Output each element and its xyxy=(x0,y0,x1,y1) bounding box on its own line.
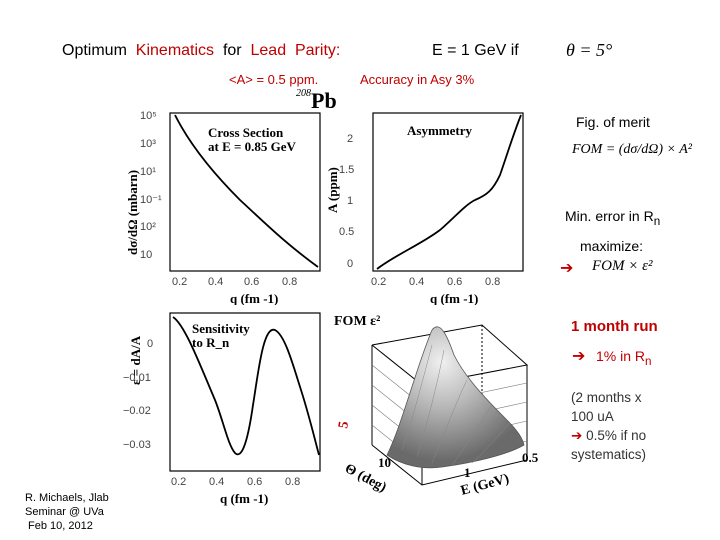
sensitivity-ytick-2: −0.02 xyxy=(123,405,151,417)
asymmetry-value: <A> = 0.5 ppm. xyxy=(229,72,319,87)
asymmetry-ytick-4: 0 xyxy=(347,258,353,270)
fom-3d-theta-tick-5: 5 xyxy=(336,420,352,429)
maximize-label: maximize: xyxy=(580,238,644,254)
two-months-note: (2 months x 100 uA ➔ 0.5% if no systemat… xyxy=(571,388,646,464)
fom-3d-surface xyxy=(386,326,525,469)
cross-section-plot: 10⁵ 10³ 10¹ 10⁻¹ 10² 10 0.2 0.4 0.6 0.8 … xyxy=(125,110,321,305)
cross-section-frame xyxy=(169,112,321,272)
footer-line3: Feb 10, 2012 xyxy=(28,520,93,532)
asymmetry-ytick-3: 0.5 xyxy=(339,226,354,238)
month-run-label: 1 month run xyxy=(571,318,658,335)
nucleus-label: 208Pb xyxy=(296,88,337,114)
asymmetry-title: Asymmetry xyxy=(407,123,472,138)
two-months-line1: (2 months x xyxy=(571,390,642,405)
asymmetry-plot: 2 1.5 1 0.5 0 0.2 0.4 0.6 0.8 Asymmetry … xyxy=(325,112,524,305)
cross-section-ytick-3: 10⁻¹ xyxy=(140,194,162,206)
cross-section-title2: at E = 0.85 GeV xyxy=(208,139,297,154)
one-percent-sub: n xyxy=(645,354,652,368)
sensitivity-xtick-3: 0.8 xyxy=(285,476,300,488)
two-months-line2: 100 uA xyxy=(571,409,614,424)
asymmetry-ytick-1: 1.5 xyxy=(339,164,354,176)
title-word-optimum: Optimum xyxy=(62,42,127,59)
asymmetry-curve xyxy=(376,114,522,270)
fom-3d-mesh xyxy=(401,344,511,466)
maximize-formula: FOM × ε² xyxy=(592,258,653,274)
asymmetry-xtick-1: 0.4 xyxy=(409,276,424,288)
sensitivity-ytick-0: 0 xyxy=(147,338,153,350)
nucleus-mass: 208 xyxy=(296,88,311,99)
title-word-for: for xyxy=(222,42,242,59)
maximize-arrow-icon: ➔ xyxy=(560,260,574,277)
fom-3d-title: FOM ε² xyxy=(334,314,380,329)
fom-formula: FOM = (dσ/dΩ) × A² xyxy=(572,142,692,158)
one-percent-arrow-icon: ➔ xyxy=(572,348,586,365)
min-error-text: Min. error in R xyxy=(565,208,654,224)
cross-section-ylabel: dσ/dΩ (mbarn) xyxy=(125,170,140,255)
min-error-label: Min. error in Rn xyxy=(565,208,660,228)
one-percent-label: 1% in Rn xyxy=(596,348,652,368)
title-word-parity: Parity: xyxy=(294,42,341,59)
sensitivity-plot: 0 −0.01 −0.02 −0.03 0.2 0.4 0.6 0.8 Sens… xyxy=(123,312,321,506)
sensitivity-title2: to R_n xyxy=(192,335,230,350)
asymmetry-ytick-0: 2 xyxy=(347,133,353,145)
cross-section-ytick-4: 10² xyxy=(140,221,156,233)
min-error-sub: n xyxy=(653,214,661,228)
cross-section-curve xyxy=(174,114,319,268)
footer-credits: R. Michaels, Jlab Seminar @ UVa Feb 10, … xyxy=(25,491,109,533)
sensitivity-ylabel: ε = dA/A xyxy=(128,335,143,385)
two-months-line3: ➔ 0.5% if no xyxy=(571,426,646,445)
accuracy-text: Accuracy in Asy 3% xyxy=(360,72,475,87)
sensitivity-curve xyxy=(172,316,320,456)
fom-3d-energy-tick-05: 0.5 xyxy=(522,450,539,465)
asymmetry-xtick-3: 0.8 xyxy=(485,276,500,288)
title-word-kinematics: Kinematics xyxy=(135,42,215,59)
two-months-line4: systematics) xyxy=(571,447,647,462)
title-word-lead: Lead xyxy=(250,42,287,59)
sensitivity-xtick-1: 0.4 xyxy=(209,476,224,488)
sensitivity-frame xyxy=(169,312,321,472)
sensitivity-xtick-0: 0.2 xyxy=(171,476,186,488)
cross-section-ytick-1: 10³ xyxy=(140,138,156,150)
fom-3d-theta-tick-10: 10 xyxy=(378,455,391,470)
footer-line1: R. Michaels, Jlab xyxy=(25,492,109,504)
asymmetry-ylabel: A (ppm) xyxy=(325,167,340,213)
nucleus-symbol: Pb xyxy=(311,88,337,113)
cross-section-xtick-1: 0.4 xyxy=(208,276,223,288)
sensitivity-title1: Sensitivity xyxy=(192,321,250,336)
fom-3d-plot: FOM ε² 5 10 Θ (deg) 1 0.5 E (GeV) xyxy=(334,314,539,499)
sensitivity-ytick-1: −0.01 xyxy=(123,372,151,384)
fig-of-merit-label: Fig. of merit xyxy=(576,114,650,130)
cross-section-xtick-0: 0.2 xyxy=(172,276,187,288)
two-months-arrow-icon: ➔ xyxy=(571,428,583,443)
cross-section-ytick-2: 10¹ xyxy=(140,166,156,178)
cross-section-xlabel: q (fm -1) xyxy=(230,291,278,305)
cross-section-xtick-2: 0.6 xyxy=(244,276,259,288)
asymmetry-frame xyxy=(372,112,524,272)
footer-line2: Seminar @ UVa xyxy=(25,506,104,518)
energy-condition: E = 1 GeV if xyxy=(432,42,519,59)
cross-section-title1: Cross Section xyxy=(208,125,284,140)
cross-section-xtick-3: 0.8 xyxy=(282,276,297,288)
two-months-line3-text: 0.5% if no xyxy=(586,428,647,443)
sensitivity-xtick-2: 0.6 xyxy=(247,476,262,488)
sensitivity-xlabel: q (fm -1) xyxy=(220,491,268,506)
cross-section-ytick-5: 10 xyxy=(140,249,152,261)
theta-formula: θ = 5° xyxy=(566,40,613,60)
sensitivity-ytick-3: −0.03 xyxy=(123,439,151,451)
asymmetry-xlabel: q (fm -1) xyxy=(430,291,478,305)
slide-title: Optimum Kinematics for Lead Parity: xyxy=(62,42,340,60)
one-percent-text: 1% in R xyxy=(596,348,646,364)
asymmetry-ytick-2: 1 xyxy=(347,195,353,207)
asymmetry-xtick-2: 0.6 xyxy=(447,276,462,288)
asymmetry-xtick-0: 0.2 xyxy=(371,276,386,288)
fom-formula-text: FOM = (dσ/dΩ) × A² xyxy=(572,142,692,157)
fom-3d-energy-tick-1: 1 xyxy=(464,465,471,480)
cross-section-ytick-0: 10⁵ xyxy=(140,110,157,122)
